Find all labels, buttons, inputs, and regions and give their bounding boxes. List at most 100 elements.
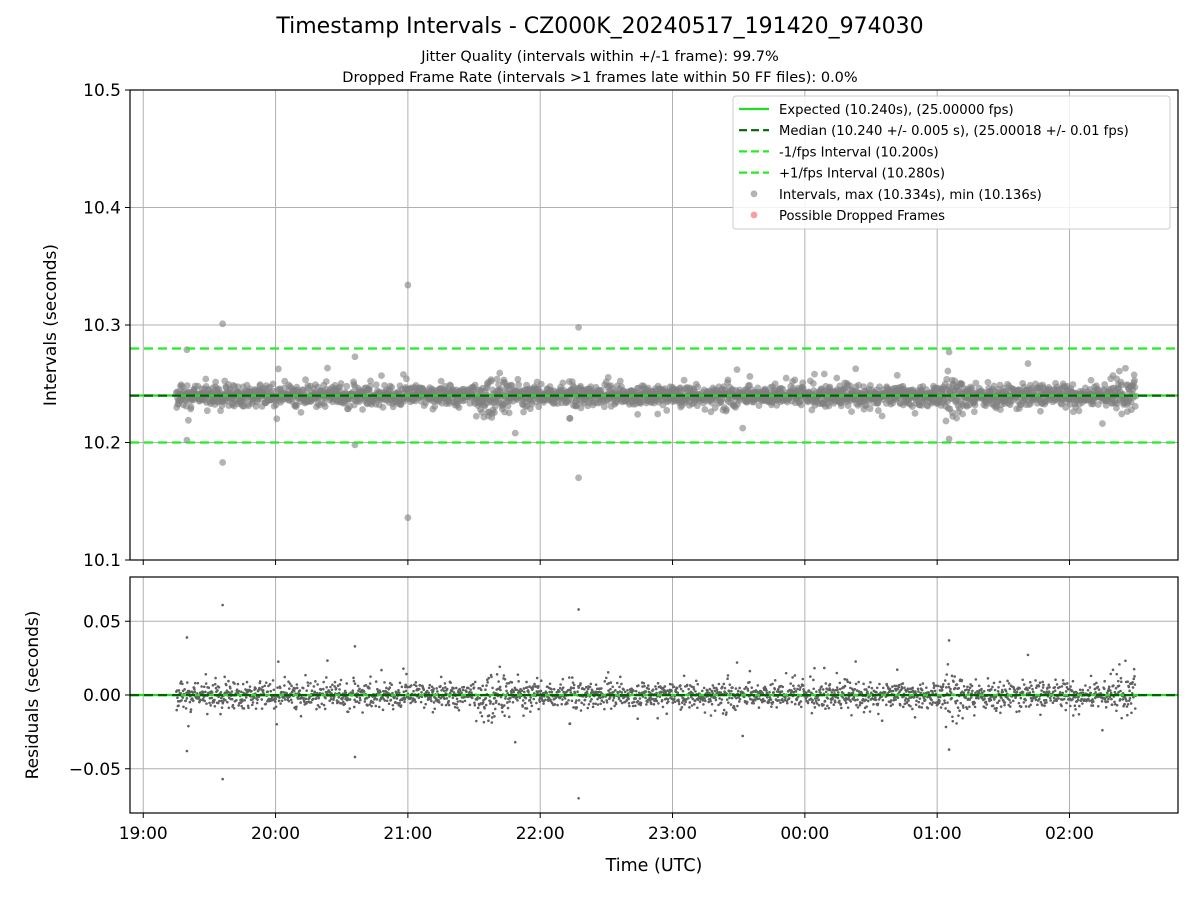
residual-point — [573, 691, 577, 695]
residual-point — [821, 688, 825, 691]
residual-point — [535, 701, 538, 705]
residual-point — [331, 701, 335, 705]
residual-point — [443, 682, 447, 685]
residual-point — [631, 704, 635, 708]
residual-point — [390, 683, 393, 687]
residual-point — [175, 708, 178, 712]
residual-point — [403, 697, 407, 701]
residual-point — [368, 686, 371, 690]
residual-point — [957, 686, 961, 690]
residual-point — [611, 699, 615, 702]
residual-point — [357, 689, 360, 693]
interval-point — [535, 403, 543, 411]
interval-point — [1101, 381, 1109, 388]
residual-point — [911, 686, 915, 690]
residual-point — [901, 705, 905, 709]
residual-point — [819, 691, 822, 695]
residual-point — [1042, 699, 1046, 702]
residual-point — [216, 689, 219, 692]
residual-point — [773, 679, 777, 682]
residual-point — [445, 697, 449, 700]
residual-point — [529, 696, 533, 699]
interval-point — [212, 378, 220, 386]
residual-point — [248, 685, 252, 688]
residual-point — [261, 685, 264, 689]
residual-point — [589, 682, 593, 686]
residual-point — [932, 684, 936, 687]
residual-point — [644, 690, 648, 693]
residual-point — [518, 696, 522, 700]
interval-point — [791, 376, 799, 384]
residual-point — [1006, 679, 1009, 683]
residual-point — [204, 690, 207, 694]
residual-point — [865, 705, 868, 708]
interval-point — [493, 375, 501, 383]
residual-point — [883, 691, 887, 694]
residual-point — [614, 689, 617, 692]
residual-point — [627, 697, 630, 701]
residual-point — [966, 685, 969, 689]
interval-point — [202, 375, 210, 383]
interval-point — [403, 375, 410, 383]
residual-point — [671, 683, 674, 686]
residual-point — [1057, 697, 1060, 700]
residual-point — [227, 706, 231, 710]
residual-point — [283, 675, 287, 679]
residual-point — [813, 706, 817, 709]
residual-point — [956, 699, 959, 702]
residual-point — [836, 696, 840, 700]
residual-point — [251, 701, 255, 704]
residual-point — [991, 704, 995, 708]
residual-point — [316, 703, 320, 707]
residual-point — [680, 701, 684, 704]
residual-point — [648, 691, 652, 694]
residual-point — [713, 709, 717, 712]
residual-point — [1048, 696, 1052, 700]
residual-point — [528, 685, 531, 688]
residual-point — [369, 675, 372, 678]
residual-point — [394, 700, 397, 704]
residual-point — [398, 681, 402, 685]
residual-point — [793, 702, 797, 706]
residual-point — [918, 705, 921, 709]
residual-point — [768, 696, 772, 699]
residual-point — [484, 703, 488, 707]
residual-point — [1041, 686, 1045, 689]
residual-point — [685, 683, 689, 687]
residual-point — [966, 691, 970, 694]
residual-point — [815, 702, 819, 705]
interval-point — [1024, 360, 1032, 367]
residual-point — [719, 691, 723, 694]
residual-point — [545, 691, 548, 695]
residual-point — [489, 700, 492, 704]
residual-point — [681, 689, 685, 693]
residual-point — [710, 689, 714, 693]
y-tick-label: 0.00 — [83, 686, 121, 706]
residual-point — [430, 699, 433, 703]
interval-point — [366, 382, 374, 390]
residual-point — [177, 704, 180, 707]
residual-point — [937, 695, 940, 699]
residual-point — [417, 687, 421, 691]
residual-point — [682, 674, 686, 678]
residual-point — [299, 701, 302, 704]
residual-point — [487, 714, 491, 717]
residual-point — [499, 688, 502, 692]
residual-point — [530, 704, 534, 708]
residual-point — [804, 697, 808, 700]
residual-point — [962, 684, 966, 688]
residual-point — [639, 703, 642, 707]
interval-point — [637, 398, 645, 406]
residual-point — [452, 687, 455, 690]
residual-point — [431, 689, 435, 693]
residual-point — [1026, 653, 1030, 657]
residual-point — [483, 707, 486, 710]
residual-point — [504, 685, 508, 688]
residual-point — [361, 711, 364, 714]
residual-point — [244, 696, 248, 699]
residual-point — [609, 707, 613, 710]
residual-point — [785, 699, 789, 703]
residual-point — [638, 697, 642, 700]
residual-point — [512, 690, 516, 694]
residual-point — [318, 705, 321, 709]
